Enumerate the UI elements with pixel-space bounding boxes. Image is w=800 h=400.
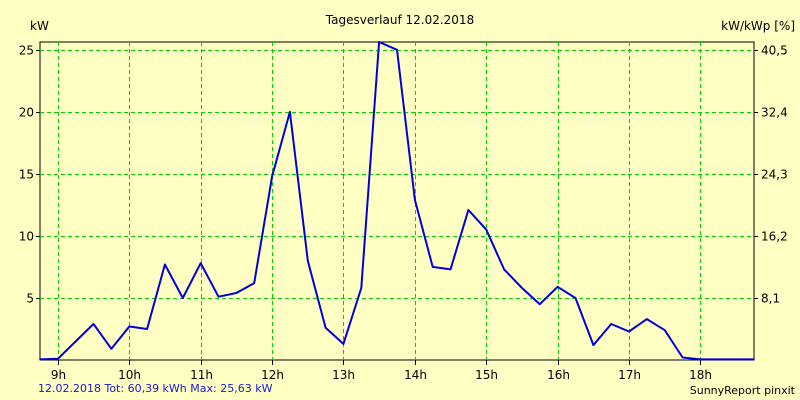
data-point — [92, 323, 95, 325]
footer-credit: SunnyReport pinxit — [690, 384, 796, 397]
data-point — [342, 343, 345, 345]
data-point — [235, 292, 238, 294]
data-point — [39, 358, 41, 361]
data-point — [449, 268, 452, 271]
x-tick-label: 17h — [618, 368, 641, 382]
data-point — [128, 325, 131, 328]
data-point — [307, 259, 309, 262]
data-point — [431, 266, 434, 268]
data-point — [57, 358, 59, 360]
data-point — [360, 287, 363, 289]
data-point — [74, 340, 77, 343]
data-point — [164, 263, 166, 266]
data-point — [628, 330, 630, 333]
y-axis-label: kW — [30, 19, 49, 33]
data-point — [646, 318, 648, 320]
x-tick-label: 13h — [332, 368, 355, 382]
y2-axis-label: kW/kWp [%] — [721, 19, 795, 33]
data-point — [378, 41, 380, 43]
x-tick-label: 15h — [475, 368, 498, 382]
y-tick-label: 10 — [19, 230, 34, 244]
data-point — [556, 286, 559, 288]
data-point — [503, 268, 505, 271]
data-point — [289, 111, 291, 113]
data-point — [574, 297, 577, 299]
data-point — [467, 209, 470, 211]
footer-summary: 12.02.2018 Tot: 60,39 kWh Max: 25,63 kW — [38, 382, 273, 395]
y2-tick-label: 32,4 — [761, 106, 788, 120]
data-point — [610, 323, 612, 325]
x-tick-label: 18h — [689, 368, 712, 382]
y2-tick-label: 40,5 — [761, 44, 788, 58]
plot-area — [39, 41, 755, 361]
data-point — [699, 358, 702, 361]
y-tick-label: 25 — [19, 44, 34, 58]
data-point — [592, 344, 595, 346]
data-point — [681, 356, 684, 359]
data-point — [110, 348, 113, 350]
y-tick-label: 5 — [26, 292, 34, 306]
data-point — [146, 328, 148, 330]
data-point — [717, 358, 720, 361]
x-tick-label: 11h — [190, 368, 213, 382]
y2-tick-label: 24,3 — [761, 168, 788, 182]
data-point — [324, 326, 327, 329]
x-tick-label: 14h — [404, 368, 427, 382]
y-tick-label: 20 — [19, 106, 34, 120]
data-point — [217, 295, 220, 298]
data-point — [735, 358, 737, 361]
y-tick-label: 15 — [19, 168, 34, 182]
grid — [40, 42, 754, 360]
data-point — [199, 262, 202, 265]
data-point — [521, 287, 523, 289]
data-point — [182, 297, 184, 299]
series-layer — [39, 41, 755, 361]
x-tick-label: 12h — [261, 368, 284, 382]
chart-title: Tagesverlauf 12.02.2018 — [325, 13, 474, 27]
x-tick-label: 10h — [118, 368, 141, 382]
data-point — [539, 303, 541, 306]
x-tick-label: 16h — [547, 368, 570, 382]
data-point — [753, 358, 755, 361]
x-tick-label: 9h — [51, 368, 66, 382]
data-point — [396, 49, 398, 51]
data-point — [271, 175, 273, 178]
data-point — [485, 228, 488, 231]
y2-tick-label: 16,2 — [761, 230, 788, 244]
data-point — [664, 329, 666, 332]
data-point — [414, 199, 416, 201]
data-point — [253, 282, 255, 284]
y2-tick-label: 8,1 — [761, 292, 780, 306]
axis-ticks: 9h 10h 11h 12h 13h 14h 15h 16h 17h 18h 5 8,1 10 16,2 1… — [19, 44, 788, 383]
